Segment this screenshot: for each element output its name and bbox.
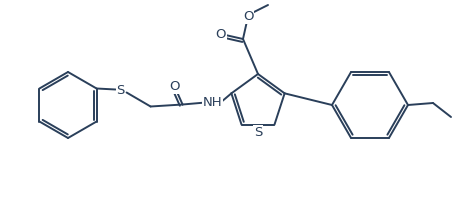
Text: S: S — [116, 84, 125, 97]
Text: NH: NH — [203, 96, 222, 109]
Text: O: O — [216, 27, 226, 40]
Text: O: O — [169, 80, 180, 93]
Text: S: S — [254, 126, 262, 139]
Text: O: O — [243, 11, 253, 23]
